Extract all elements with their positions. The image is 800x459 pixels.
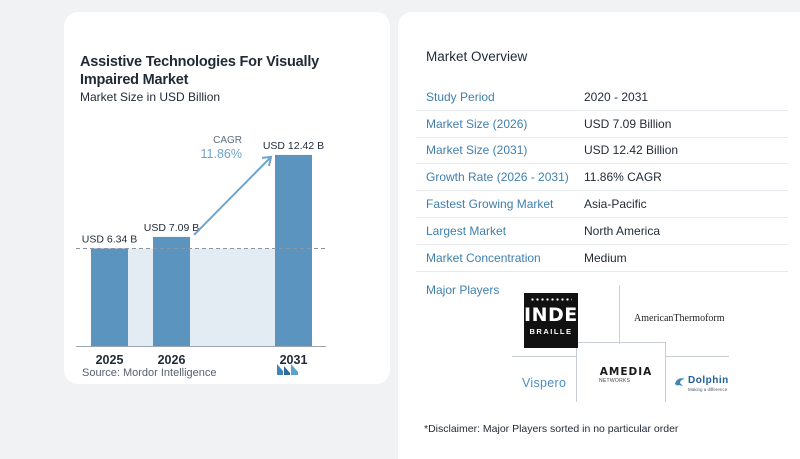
overview-value: USD 7.09 Billion	[584, 116, 672, 131]
divider	[512, 356, 576, 357]
category-label: 2025	[96, 353, 124, 367]
cagr-value: 11.86%	[201, 147, 242, 161]
mordor-logo-icon	[277, 364, 298, 375]
dolphin-tagline: Making a difference	[688, 387, 728, 392]
source-label: Source: Mordor Intelligence	[82, 367, 217, 379]
overview-key: Market Concentration	[426, 250, 541, 265]
cagr-label: CAGR	[213, 135, 242, 146]
overview-card: Market Overview Study Period 2020 - 2031 M…	[398, 12, 800, 459]
index-braille-logo: INDEX BRAILLE	[524, 293, 593, 348]
overview-value: North America	[584, 223, 661, 238]
category-label: 2031	[280, 353, 308, 367]
bar	[91, 248, 128, 346]
disclaimer: *Disclaimer: Major Players sorted in no …	[424, 423, 679, 435]
overview-row: Market Size (2026) USD 7.09 Billion	[416, 111, 788, 138]
divider	[666, 356, 729, 357]
overview-row: Market Size (2031) USD 12.42 Billion	[416, 138, 788, 165]
divider	[665, 342, 666, 402]
category-label: 2026	[158, 353, 186, 367]
overview-key: Growth Rate (2026 - 2031)	[426, 170, 569, 185]
dolphin-name: Dolphin	[688, 375, 729, 386]
overview-key: Largest Market	[426, 223, 507, 238]
overview-key: Market Size (2031)	[426, 143, 528, 158]
chart-title: Assistive Technologies For Visually Impa…	[80, 54, 320, 88]
vispero-logo: Vispero	[522, 376, 567, 390]
amedia-logo: AMEDIA	[599, 366, 653, 378]
overview-value: 11.86% CAGR	[584, 170, 662, 185]
overview-value: Medium	[584, 250, 627, 265]
overview-row: Fastest Growing Market Asia-Pacific	[416, 191, 788, 218]
overview-table: Study Period 2020 - 2031 Market Size (2026…	[416, 84, 788, 272]
overview-title: Market Overview	[426, 49, 528, 64]
bar	[275, 154, 312, 346]
american-thermoform-logo: AmericanThermoform	[634, 313, 725, 324]
chart-subtitle: Market Size in USD Billion	[80, 90, 221, 104]
bar	[153, 236, 190, 346]
overview-row: Largest Market North America	[416, 218, 788, 245]
logo-text: INDEX	[524, 304, 593, 326]
divider	[576, 342, 577, 402]
dolphin-icon	[675, 378, 685, 386]
divider	[576, 342, 666, 343]
overview-value: USD 12.42 Billion	[584, 143, 679, 158]
chart-card: USD 6.34 B USD 7.09 B USD 12.42 B 2025 2026 2…	[64, 12, 390, 384]
braille-dots-icon	[530, 297, 572, 303]
overview-value: 2020 - 2031	[584, 89, 649, 104]
divider	[619, 285, 620, 344]
overview-row: Growth Rate (2026 - 2031) 11.86% CAGR	[416, 164, 788, 192]
players-title: Major Players	[426, 283, 500, 297]
overview-key: Market Size (2026)	[426, 116, 528, 131]
bar-chart: USD 6.34 B USD 7.09 B USD 12.42 B 2025 2026 2…	[76, 135, 326, 367]
cagr-arrowhead	[261, 155, 273, 167]
overview-row: Study Period 2020 - 2031	[416, 84, 788, 111]
amedia-logo-sub: NETWORKS	[599, 378, 631, 384]
overview-key: Fastest Growing Market	[426, 197, 554, 212]
cagr-arrow	[193, 156, 272, 236]
overview-row: Market Concentration Medium	[416, 245, 788, 272]
overview-value: Asia-Pacific	[584, 197, 647, 212]
logo-text: BRAILLE	[529, 327, 573, 336]
data-label: USD 7.09 B	[144, 222, 199, 234]
data-label: USD 6.34 B	[82, 233, 137, 245]
overview-key: Study Period	[426, 89, 495, 104]
data-label: USD 12.42 B	[263, 140, 324, 152]
